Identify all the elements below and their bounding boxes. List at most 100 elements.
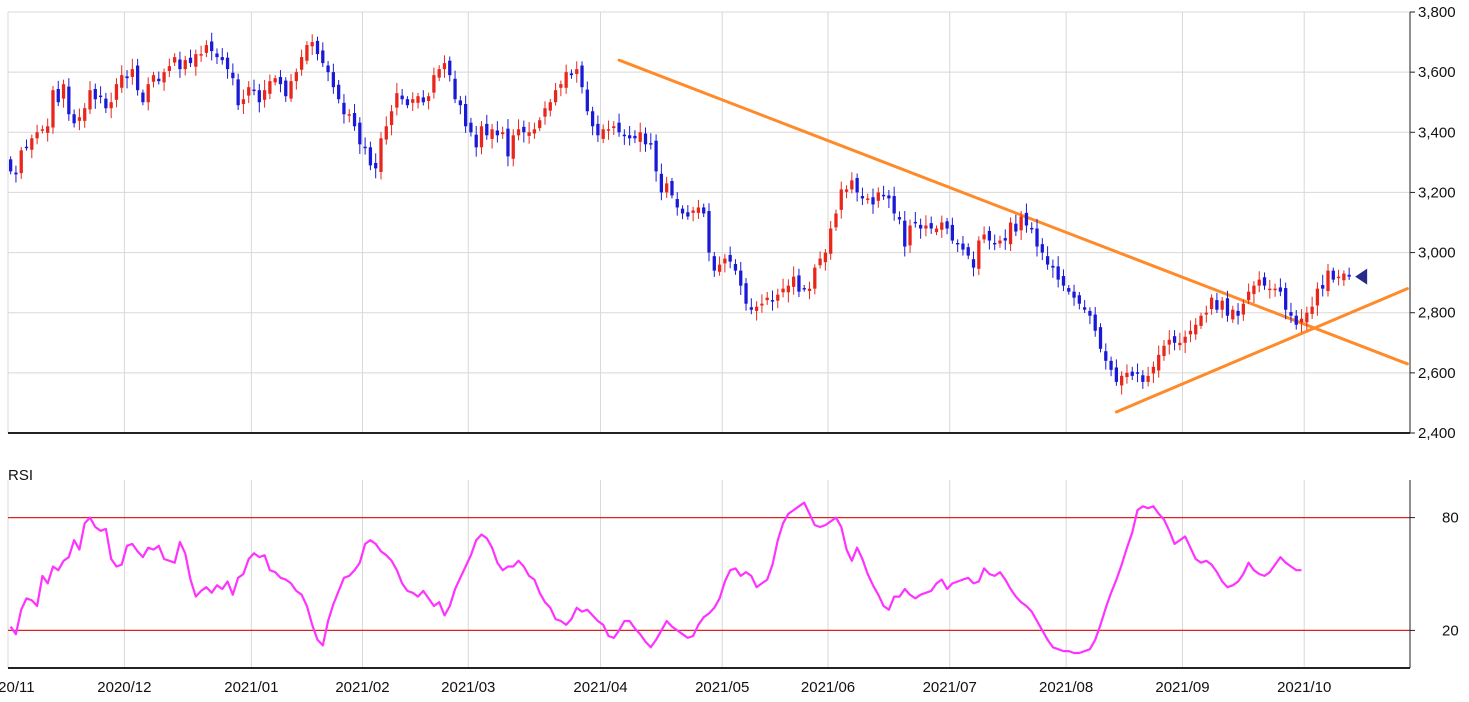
candle-body	[72, 114, 76, 124]
candle-body	[1241, 303, 1245, 315]
candle-body	[702, 207, 706, 214]
candle-body	[1199, 315, 1203, 326]
x-tick-label: 2021/09	[1155, 679, 1209, 696]
candle-body	[961, 243, 965, 250]
candle-body	[400, 95, 404, 100]
candle-body	[24, 146, 29, 149]
candle-body	[686, 212, 690, 217]
candle-body	[432, 75, 436, 93]
candle-body	[458, 100, 462, 106]
candle-body	[850, 180, 854, 190]
candle-body	[744, 283, 748, 304]
candle-body	[691, 210, 695, 213]
candle-body	[135, 65, 140, 91]
candle-body	[204, 45, 209, 53]
candle-body	[1067, 288, 1071, 292]
candle-body	[405, 99, 410, 106]
candle-body	[1072, 291, 1076, 298]
trendlines	[617, 58, 1409, 414]
candle-body	[749, 307, 753, 310]
candle-body	[659, 173, 664, 193]
candle-body	[1130, 371, 1134, 376]
candle-body	[665, 183, 669, 193]
candle-body	[273, 78, 277, 83]
candle-body	[352, 113, 357, 127]
candle-body	[299, 57, 304, 70]
candle-body	[1135, 372, 1140, 374]
candle-body	[569, 73, 574, 76]
x-tick-label: 2021/06	[801, 679, 855, 696]
candle-body	[1347, 274, 1351, 277]
candle-body	[897, 217, 902, 220]
candle-body	[77, 117, 82, 121]
candle-body	[844, 189, 849, 192]
candle-body	[305, 45, 309, 61]
candle-body	[1040, 244, 1044, 253]
candle-body	[469, 122, 473, 133]
candle-body	[1098, 327, 1103, 349]
candle-body	[310, 42, 314, 47]
candle-body	[1336, 276, 1341, 279]
candle-body	[1289, 312, 1293, 316]
candle-body	[167, 66, 172, 71]
candle-body	[416, 96, 420, 103]
candle-body	[823, 252, 828, 263]
price-tick-label: 3,800	[1418, 4, 1456, 21]
candle-body	[739, 270, 743, 286]
tick-labels: 2,400 2,600 2,800 3,000 3,200 3,400 3,600 3,800…	[0, 4, 1459, 696]
candle-body	[934, 228, 939, 233]
x-tick-label: 2021/10	[1277, 679, 1331, 696]
candle-body	[151, 75, 156, 82]
price-tick-label: 3,200	[1418, 184, 1456, 201]
candle-body	[157, 78, 161, 82]
candle-body	[104, 98, 108, 109]
candle-body	[971, 259, 976, 268]
candle-body	[1268, 288, 1272, 291]
candle-body	[1188, 330, 1193, 335]
candle-body	[278, 76, 283, 85]
price-tick-label: 2,400	[1418, 425, 1456, 442]
candle-body	[342, 102, 346, 115]
candle-body	[56, 88, 60, 103]
candle-body	[448, 60, 452, 76]
candle-body	[813, 267, 817, 289]
x-tick-label: 2021/07	[923, 679, 977, 696]
candle-body	[1225, 298, 1230, 316]
candle-body	[262, 90, 267, 100]
candle-body	[881, 194, 886, 197]
candle-body	[162, 72, 166, 83]
candle-body	[1236, 310, 1240, 316]
x-tick-label: 2020/12	[97, 679, 151, 696]
candle-body	[490, 129, 494, 139]
candle-body	[395, 93, 399, 108]
grid	[7, 11, 1410, 668]
candle-body	[866, 198, 870, 200]
candle-body	[241, 99, 246, 105]
candle-body	[61, 84, 66, 99]
candle-body	[728, 254, 732, 262]
candle-body	[1299, 318, 1304, 323]
candle-body	[1183, 336, 1187, 343]
candle-body	[559, 84, 563, 88]
candle-body	[1114, 367, 1119, 382]
candle-body	[268, 81, 272, 94]
candle-body	[516, 129, 521, 136]
rsi-tick-label: 20	[1442, 622, 1459, 639]
x-tick-label: 2021/02	[335, 679, 389, 696]
candle-body	[601, 129, 605, 139]
candle-body	[712, 256, 716, 271]
price-tick-label: 3,000	[1418, 245, 1456, 262]
candle-body	[1178, 342, 1182, 346]
candle-body	[1194, 324, 1198, 335]
candle-body	[765, 297, 769, 301]
candle-body	[146, 84, 150, 103]
candle-body	[379, 138, 383, 172]
candle-body	[1231, 309, 1235, 320]
candle-body	[818, 258, 822, 266]
candle-body	[1278, 287, 1283, 292]
candle-body	[1077, 295, 1081, 304]
candle-body	[19, 150, 23, 174]
candle-body	[633, 135, 637, 139]
candle-body	[1305, 312, 1309, 323]
rsi-tick-label: 80	[1442, 510, 1459, 527]
